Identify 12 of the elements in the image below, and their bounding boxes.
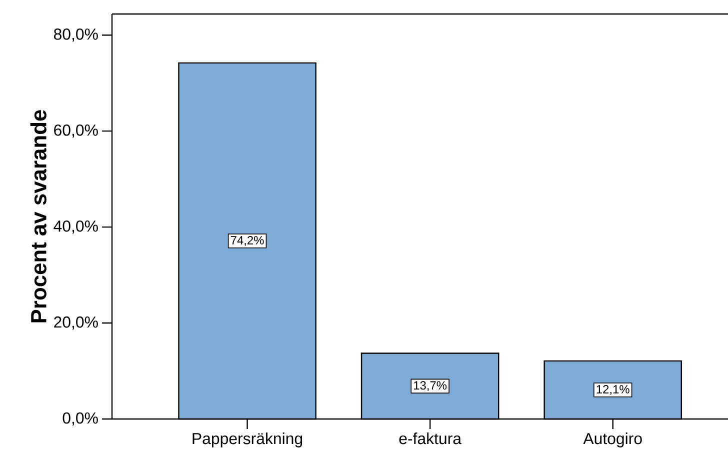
y-axis-title: Procent av svarande (30, 110, 46, 322)
y-tick-label: 20,0% (54, 316, 98, 330)
x-tick-label: Autogiro (583, 432, 642, 448)
data-label: 12,1% (596, 385, 630, 395)
data-label: 74,2% (230, 236, 264, 246)
x-tick-label: e-faktura (399, 432, 462, 444)
y-tick-label: 0,0% (62, 412, 98, 426)
y-tick-label: 40,0% (54, 220, 98, 234)
y-tick-label: 80,0% (54, 28, 98, 42)
data-label: 13,7% (414, 381, 447, 392)
y-tick-label: 60,0% (54, 124, 98, 138)
x-tick-label: Pappersräkning (192, 432, 302, 448)
